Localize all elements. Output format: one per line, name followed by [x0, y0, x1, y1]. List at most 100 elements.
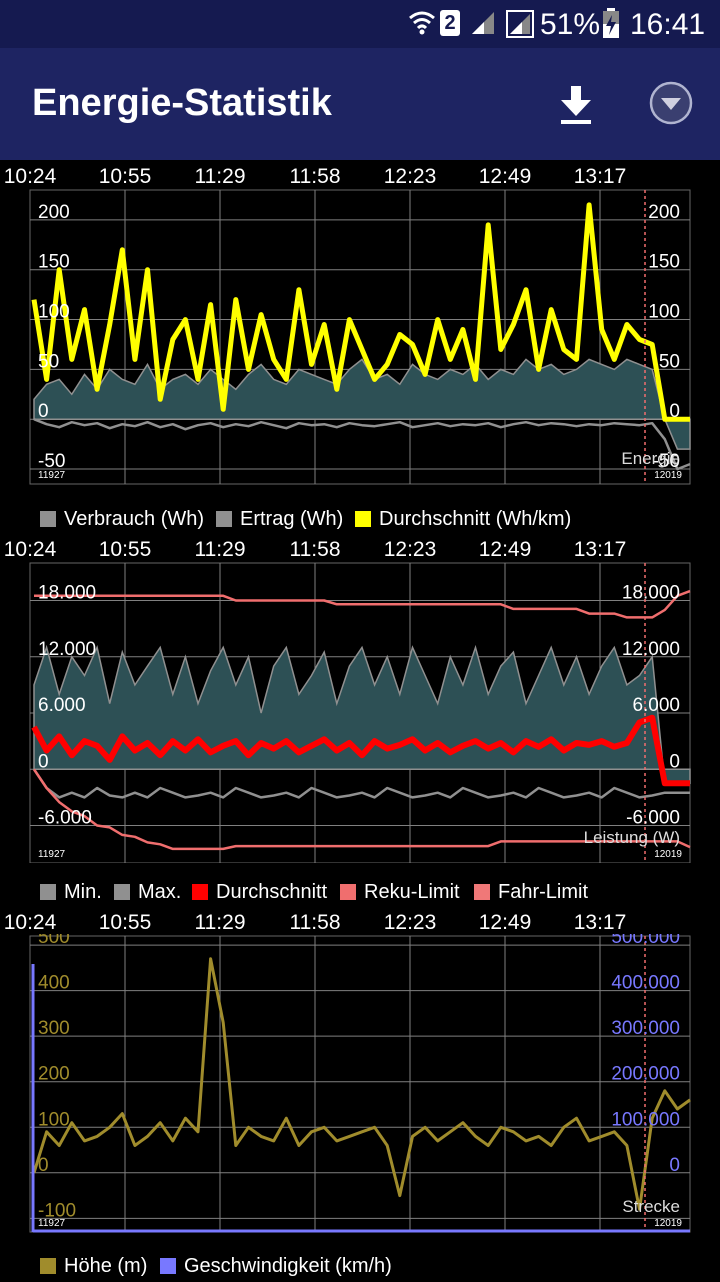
y-tick-label: 12.000: [38, 639, 96, 660]
chart-name-label: Leistung (W): [584, 828, 680, 847]
time-label: 11:29: [194, 538, 246, 561]
time-label: 11:29: [194, 165, 246, 188]
download-icon[interactable]: [556, 84, 596, 126]
y-tick-label: 150: [38, 252, 70, 273]
time-label: 13:17: [573, 165, 627, 188]
time-label: 10:55: [98, 165, 152, 188]
sim-icon: 2: [440, 10, 460, 36]
time-axis-leistung: 10:24 10:55 11:29 11:58 12:23 12:49 13:1…: [0, 536, 720, 566]
plot-frame: [29, 935, 691, 1233]
chart-name-label: Strecke: [622, 1197, 680, 1216]
series-line: [31, 714, 690, 787]
range-end-label: 12019: [654, 470, 682, 481]
time-label: 11:58: [289, 538, 341, 561]
range-start-label: 11927: [38, 849, 66, 860]
signal-icon: [472, 12, 494, 34]
legend-swatch: [340, 884, 356, 900]
y-tick-label: 18.000: [38, 583, 96, 604]
legend-swatch: [40, 511, 56, 527]
time-label: 13:17: [573, 911, 627, 934]
time-label: 10:24: [3, 538, 57, 561]
time-label: 10:55: [98, 911, 152, 934]
time-label: 11:29: [194, 911, 246, 934]
time-label: 10:24: [3, 911, 57, 934]
chart-name-label: Energie: [621, 449, 680, 468]
y-tick-label: 200: [38, 202, 70, 223]
y-tick-label-right: -6.000: [626, 808, 680, 829]
legend-item: Max.: [114, 881, 181, 904]
status-bar: 2 51% 16:41: [0, 0, 720, 48]
legend-label: Durchschnitt (Wh/km): [379, 508, 572, 530]
legend-label: Durchschnitt: [216, 881, 328, 903]
y-tick-label-right: 500.000: [611, 934, 680, 948]
time-label: 13:17: [573, 538, 627, 561]
energie-legend: Verbrauch (Wh) Ertrag (Wh) Durchschnitt …: [0, 505, 720, 535]
y-tick-label-right: 6.000: [632, 695, 680, 716]
time-label: 12:23: [383, 165, 437, 188]
legend-label: Ertrag (Wh): [240, 508, 344, 530]
time-label: 12:49: [478, 538, 532, 561]
legend-item: Fahr-Limit: [474, 881, 588, 904]
legend-item: Ertrag (Wh): [216, 508, 343, 531]
legend-item: Reku-Limit: [340, 881, 460, 904]
wifi-icon: [409, 11, 435, 35]
time-label: 12:23: [383, 911, 437, 934]
plot-frame: [29, 189, 691, 485]
sim-badge: 2: [444, 12, 456, 34]
legend-swatch: [216, 511, 232, 527]
legend-label: Min.: [64, 881, 102, 903]
legend-label: Höhe (m): [64, 1255, 148, 1277]
app-bar: Energie-Statistik: [0, 48, 720, 160]
series-line: [32, 768, 691, 851]
legend-item: Höhe (m): [40, 1255, 147, 1278]
series-line: [32, 768, 690, 799]
y-tick-label-right: 12.000: [622, 639, 680, 660]
time-label: 10:24: [3, 165, 57, 188]
y-tick-label-right: -50: [653, 451, 680, 472]
battery-charging-icon: [603, 8, 619, 38]
clock: 16:41: [630, 8, 706, 41]
series-line: [32, 957, 691, 1211]
chevron-down-circle-icon[interactable]: [648, 80, 694, 126]
legend-swatch: [355, 511, 371, 527]
series-line: [33, 418, 691, 471]
time-label: 11:58: [289, 165, 341, 188]
leistung-chart[interactable]: 18.000 12.000 6.000 0 -6.000 18.000 12.000 6.00…: [0, 561, 720, 863]
y-tick-label-right: 100: [648, 302, 680, 323]
leistung-legend: Min. Max. Durchschnitt Reku-Limit Fahr-L…: [0, 878, 720, 908]
y-tick-label: 0: [38, 751, 49, 772]
legend-swatch: [474, 884, 490, 900]
legend-item: Durchschnitt: [192, 881, 327, 904]
legend-item: Geschwindigkeit (km/h): [160, 1255, 392, 1278]
series-line: [31, 202, 690, 422]
y-tick-label: 50: [38, 351, 59, 372]
y-tick-label: 100: [38, 1109, 70, 1130]
y-tick-label: 400: [38, 973, 70, 994]
legend-label: Verbrauch (Wh): [64, 508, 205, 530]
legend-swatch: [160, 1258, 176, 1274]
strecke-chart[interactable]: 500 400 300 200 100 0 -100 500.000 400.000 300.00…: [0, 934, 720, 1236]
time-label: 12:49: [478, 911, 532, 934]
signal-icon: [506, 10, 534, 38]
y-tick-label: 300: [38, 1018, 70, 1039]
legend-swatch: [114, 884, 130, 900]
y-tick-label: 0: [38, 401, 49, 422]
y-tick-label-right: 400.000: [611, 973, 680, 994]
time-axis-strecke: 10:24 10:55 11:29 11:58 12:23 12:49 13:1…: [0, 909, 720, 939]
legend-item: Durchschnitt (Wh/km): [355, 508, 571, 531]
legend-swatch: [192, 884, 208, 900]
battery-percent: 51%: [540, 8, 601, 41]
series-area: [33, 358, 691, 450]
y-tick-label-right: 0: [669, 751, 680, 772]
legend-label: Fahr-Limit: [498, 881, 589, 903]
y-tick-label-right: 300.000: [611, 1018, 680, 1039]
series-line: [34, 589, 691, 619]
y-tick-label: 200: [38, 1064, 70, 1085]
y-tick-label: -50: [38, 451, 65, 472]
range-start-label: 11927: [38, 470, 66, 481]
y-tick-label: 0: [38, 1155, 49, 1176]
y-tick-label-right: 200: [648, 202, 680, 223]
series-area: [33, 644, 691, 785]
y-tick-label: -6.000: [38, 808, 92, 829]
